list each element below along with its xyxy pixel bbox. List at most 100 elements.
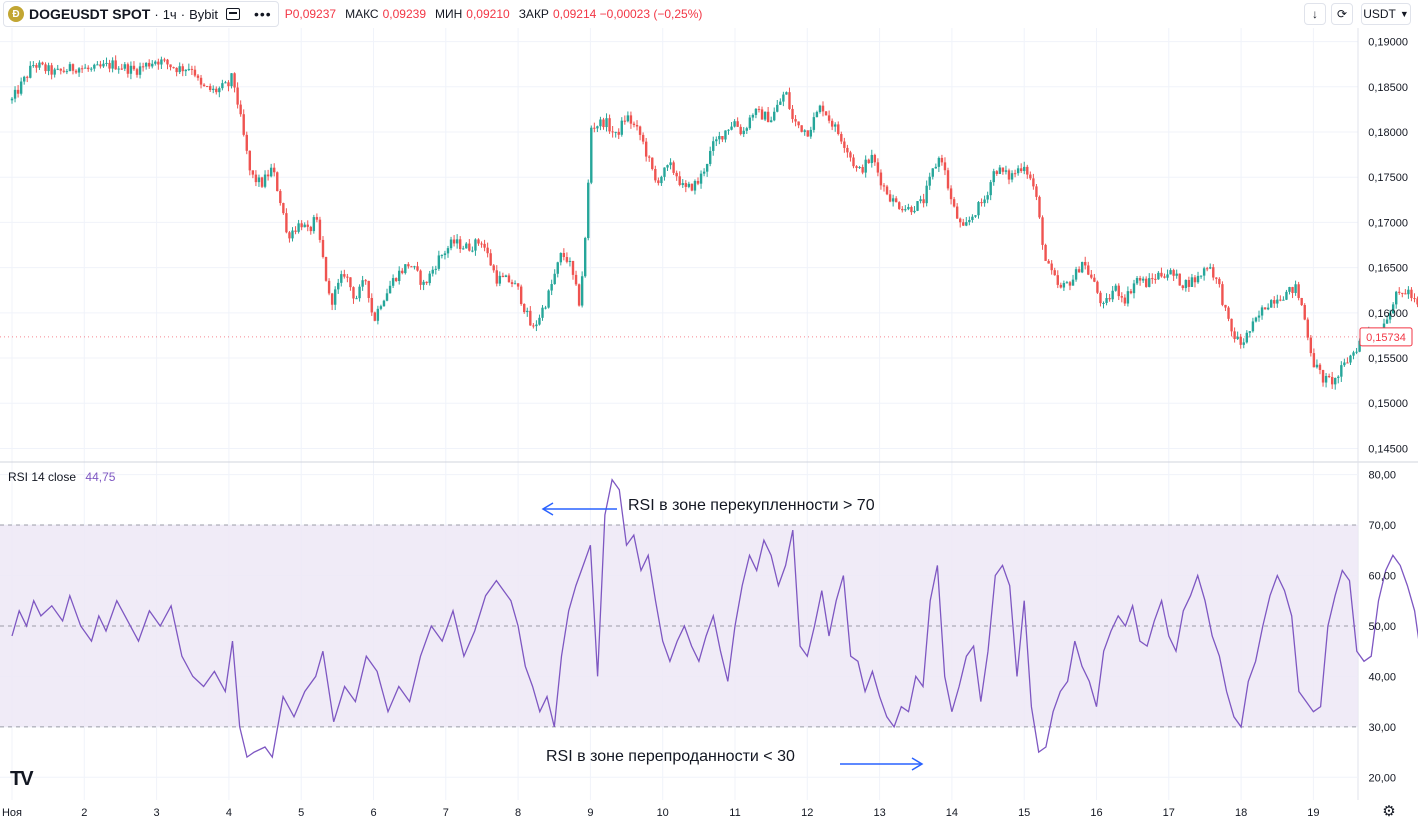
candle-body	[251, 170, 255, 175]
price-tick-label: 0,18500	[1368, 82, 1408, 94]
candle-body	[794, 119, 797, 122]
candle-body	[1355, 351, 1358, 353]
candle-body	[215, 88, 218, 93]
candle-body	[330, 293, 334, 305]
interval-label[interactable]: 1ч	[162, 6, 177, 22]
candle-body	[263, 174, 267, 187]
last-price-tag[interactable]	[1359, 327, 1413, 347]
candle-body	[1084, 262, 1087, 266]
candle-body	[1230, 318, 1233, 332]
currency-button[interactable]: USDT ▼	[1361, 3, 1411, 25]
price-axis[interactable]: 0,14500 0,15000 0,15500 0,16000 0,16500 0,170…	[0, 37, 1413, 456]
candle-body	[922, 199, 925, 204]
candle-body	[178, 66, 181, 73]
candle-body	[80, 68, 84, 70]
candle-body	[876, 162, 880, 173]
candle-body	[1105, 298, 1108, 303]
candle-body	[202, 84, 206, 87]
refresh-icon[interactable]: ⟳	[1331, 3, 1353, 25]
price-tick-label: 0,16500	[1368, 263, 1408, 275]
rsi-series	[11, 478, 1418, 759]
candle-body	[205, 86, 209, 88]
candle-body	[1215, 277, 1218, 279]
symbol-info[interactable]: Ð DOGEUSDT SPOT · 1ч · Bybit •••	[3, 1, 279, 27]
candle-body	[1324, 375, 1328, 383]
candle-body	[401, 270, 404, 274]
candle-body	[111, 60, 114, 69]
time-tick-label: 14	[946, 807, 958, 819]
candle-body	[635, 125, 639, 127]
candle-body	[873, 154, 877, 163]
symbol-name[interactable]: DOGEUSDT SPOT	[29, 6, 151, 22]
candle-body	[144, 62, 148, 67]
candle-body	[766, 111, 770, 123]
candle-body	[236, 87, 239, 105]
candle-body	[940, 157, 944, 163]
candle-body	[16, 89, 20, 94]
rsi-axis[interactable]: 20,00 30,00 40,00 50,00 60,00 70,00 80,00	[1368, 470, 1396, 785]
candle-body	[617, 131, 620, 135]
candle-body	[477, 239, 480, 244]
candle-body	[739, 126, 742, 135]
bar-style-icon[interactable]	[225, 8, 240, 20]
ohlc-close: 0,09214 −0,00023 (−0,25%)	[552, 7, 703, 21]
exchange-label[interactable]: Bybit	[189, 6, 218, 22]
candle-body	[227, 82, 230, 87]
candle-body	[1346, 362, 1349, 364]
rsi-tick-label: 80,00	[1368, 470, 1396, 482]
time-axis[interactable]: Ноя 2 3 4 5 6 7 8 9 10 11 12 13 14 15 16 17 18 19	[2, 807, 1320, 819]
candle-body	[626, 115, 630, 122]
candle-body	[858, 167, 861, 169]
candle-body	[1141, 278, 1145, 281]
candle-body	[818, 105, 822, 112]
candle-body	[166, 59, 169, 65]
candle-body	[937, 157, 941, 167]
candle-body	[721, 136, 724, 140]
candle-body	[416, 266, 419, 271]
candle-body	[148, 62, 151, 67]
rsi-value: 44,75	[85, 470, 116, 484]
candle-body	[556, 262, 559, 274]
rsi-legend[interactable]: RSI 14 close 44,75	[8, 470, 115, 484]
candle-body	[1181, 285, 1184, 289]
candle-body	[980, 202, 983, 204]
candle-body	[962, 222, 965, 226]
gear-icon[interactable]: ⚙	[1382, 803, 1396, 820]
candle-body	[138, 66, 142, 75]
candle-body	[824, 111, 828, 116]
candle-body	[1074, 269, 1078, 280]
candle-body	[1263, 307, 1267, 310]
candle-body	[169, 64, 172, 68]
candle-body	[44, 64, 47, 72]
candle-body	[599, 119, 602, 127]
candle-body	[1129, 291, 1133, 294]
candle-body	[736, 121, 739, 127]
candle-body	[687, 183, 691, 187]
candle-body	[407, 264, 410, 267]
price-tick-label: 0,15500	[1368, 353, 1408, 365]
candle-body	[541, 307, 544, 318]
candle-body	[559, 253, 563, 263]
price-tick-label: 0,16000	[1368, 308, 1408, 320]
arrow-down-icon[interactable]: ↓	[1304, 3, 1326, 25]
candle-body	[968, 219, 971, 223]
candle-body	[1385, 319, 1389, 324]
candle-body	[977, 202, 980, 216]
candle-body	[690, 183, 694, 191]
candle-body	[135, 69, 139, 75]
candle-body	[1090, 274, 1093, 278]
candle-body	[577, 284, 581, 306]
candle-body	[196, 75, 200, 78]
candle-body	[245, 134, 248, 151]
candle-body	[705, 163, 709, 172]
tradingview-logo-icon[interactable]: TV	[10, 768, 34, 790]
candle-body	[1001, 167, 1005, 172]
candle-body	[1080, 262, 1084, 273]
candle-body	[489, 253, 492, 266]
candle-body	[955, 206, 959, 219]
candle-body	[632, 123, 636, 126]
more-dots-icon[interactable]: •••	[253, 6, 272, 22]
candle-body	[1254, 317, 1258, 322]
candle-body	[602, 119, 605, 128]
